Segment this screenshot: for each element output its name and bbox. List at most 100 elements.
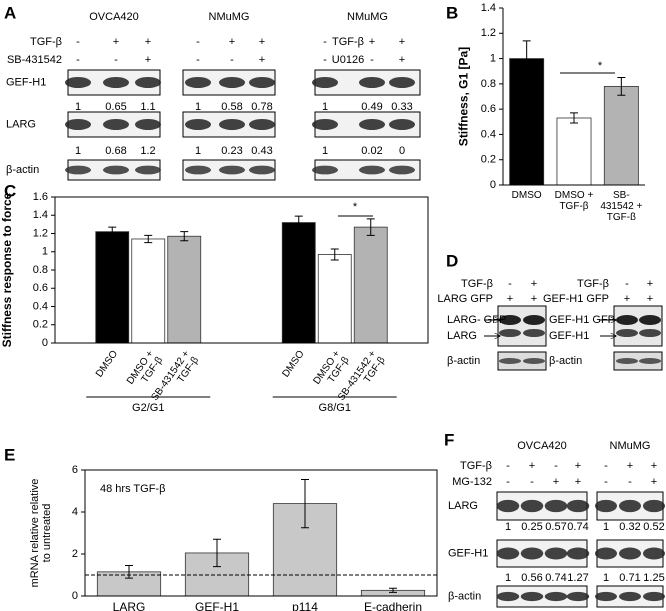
blot-band	[523, 315, 545, 325]
blot-band	[249, 77, 275, 88]
loading-label: β-actin	[549, 355, 582, 367]
x-tick-label: DMSO	[511, 190, 542, 201]
blot-band	[639, 358, 661, 364]
blot-band	[312, 119, 338, 130]
treatment-label: TGF-β	[460, 460, 492, 472]
quantification: 1.1	[140, 101, 155, 113]
treatment-sign: -	[508, 278, 512, 290]
error-bar	[213, 538, 221, 568]
band-label: GEF-H1	[549, 330, 589, 342]
error-bar	[330, 248, 339, 261]
treatment-sign: -	[506, 460, 510, 472]
quantification: 1	[603, 521, 609, 533]
blot-band	[219, 119, 245, 130]
error-bar	[366, 218, 375, 236]
treatment-sign: -	[554, 460, 558, 472]
blot-band	[389, 119, 415, 130]
blot-band	[135, 77, 161, 88]
y-tick-label: 0.8	[33, 264, 48, 276]
blot-title: OVCA420	[89, 11, 139, 23]
row-label: β-actin	[448, 590, 481, 602]
treatment-label: TGF-β	[332, 36, 364, 48]
blot-band	[249, 119, 275, 130]
quantification: 0.74	[567, 521, 588, 533]
y-tick-label: 0.6	[33, 282, 48, 294]
blot	[497, 305, 547, 347]
blot-band	[523, 329, 545, 337]
blot-band	[643, 591, 665, 602]
blot-band	[639, 315, 661, 325]
quantification: 1.2	[140, 145, 155, 157]
quantification: 0.78	[251, 101, 272, 113]
y-tick-label: 0	[42, 337, 48, 349]
row-label: GEF-H1	[448, 547, 488, 559]
blot-band	[312, 165, 338, 175]
quantification: 0.43	[251, 145, 272, 157]
y-tick-label: 0.8	[481, 78, 496, 90]
blot-band	[185, 77, 211, 88]
treatment-label: TGF-β	[461, 278, 493, 290]
blot-band	[566, 547, 590, 560]
y-tick-label: 0.4	[481, 128, 496, 140]
bar	[317, 254, 352, 344]
x-tick-label-box: p114	[292, 601, 318, 611]
bar	[167, 235, 202, 344]
error-bar	[144, 234, 153, 244]
y-tick-label: 2	[72, 548, 78, 560]
treatment-label: SB-431542	[7, 54, 62, 66]
row-label: LARG	[6, 118, 36, 130]
treatment-sign: +	[145, 54, 151, 66]
group-label: G8/G1	[319, 402, 351, 414]
annotation: *	[353, 201, 358, 213]
x-tick-label-box: DMSO	[511, 190, 542, 201]
blot-band	[619, 547, 641, 560]
quantification: 1	[195, 145, 201, 157]
error-bar	[180, 231, 189, 242]
x-tick-label: E-cadherin	[363, 601, 423, 611]
blot-band	[312, 77, 338, 88]
error-bar	[389, 587, 397, 593]
quantification: 1.25	[643, 572, 664, 584]
blot-band	[359, 165, 385, 175]
error-bar	[617, 77, 626, 96]
error-bar	[301, 478, 309, 529]
blot-band	[185, 165, 211, 175]
row-label: LARG	[448, 500, 478, 512]
quantification: 0.33	[391, 101, 412, 113]
treatment-sign: +	[531, 278, 537, 290]
y-tick-label: 6	[72, 464, 78, 476]
treatment-label: TGF-β	[30, 36, 62, 48]
blot-band	[616, 329, 638, 337]
panel-label: F	[444, 430, 454, 449]
annotation: *	[598, 60, 603, 72]
row-label: GEF-H1	[6, 76, 46, 88]
y-axis-label-box: Stiffness response to force	[1, 193, 14, 348]
treatment-label: MG-132	[452, 476, 492, 488]
blot-band	[595, 499, 617, 513]
y-tick-label: 0	[490, 179, 496, 191]
error-bar	[522, 40, 531, 77]
blot-band	[595, 591, 617, 602]
treatment-sign: -	[323, 36, 327, 48]
blot-band	[544, 499, 568, 513]
group-label: G2/G1	[132, 402, 164, 414]
blot-band	[135, 119, 161, 130]
treatment-sign: +	[624, 293, 630, 305]
treatment-sign: +	[575, 476, 581, 488]
quantification: 0.49	[361, 101, 382, 113]
treatment-sign: +	[399, 36, 405, 48]
treatment-sign: +	[113, 36, 119, 48]
y-axis-label-box: mRNA relative relative to untreated	[29, 478, 53, 588]
treatment-sign: +	[651, 460, 657, 472]
band-label: LARG	[447, 330, 477, 342]
blot-band	[639, 329, 661, 337]
treatment-sign: +	[507, 293, 513, 305]
blot-band	[65, 165, 91, 175]
blot-title: NMuMG	[347, 11, 388, 23]
quantification: 0.32	[619, 521, 640, 533]
y-axis-label: mRNA relative relative to untreated	[29, 478, 53, 588]
band-label: LARG- GFP	[447, 314, 506, 326]
blot-band	[103, 165, 129, 175]
panel-label: C	[4, 181, 16, 200]
